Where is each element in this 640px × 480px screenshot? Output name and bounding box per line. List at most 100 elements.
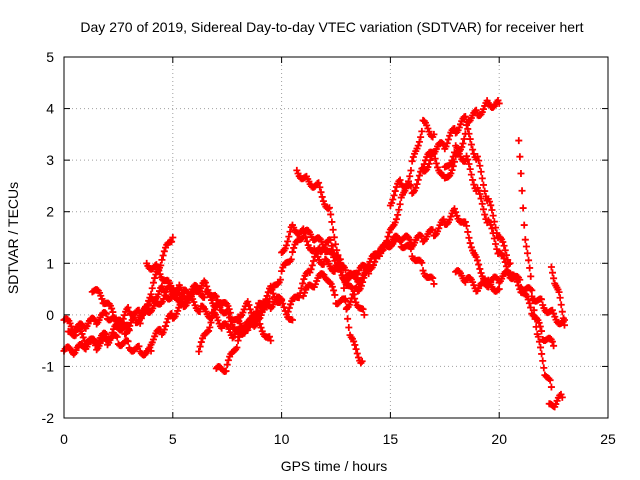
data-point: [560, 316, 568, 324]
data-point: [360, 274, 368, 282]
data-point: [489, 229, 497, 237]
data-point: [534, 333, 542, 341]
data-point: [244, 298, 252, 306]
data-point: [459, 139, 467, 147]
data-point: [478, 174, 486, 182]
data-point: [448, 166, 456, 174]
data-point: [146, 298, 154, 306]
data-point: [477, 269, 485, 277]
data-point: [450, 205, 458, 213]
data-point: [328, 218, 336, 226]
data-point: [208, 314, 216, 322]
data-point: [101, 309, 109, 317]
data-point: [300, 275, 308, 283]
data-point: [417, 133, 425, 141]
data-point: [332, 240, 340, 248]
data-point: [390, 191, 398, 199]
data-point: [276, 276, 284, 284]
data-point: [351, 341, 359, 349]
data-point: [557, 301, 565, 309]
data-point: [391, 187, 399, 195]
data-point: [266, 295, 274, 303]
data-point: [481, 187, 489, 195]
data-point: [136, 319, 144, 327]
data-point: [285, 233, 293, 241]
data-point: [467, 141, 475, 149]
data-point: [396, 200, 404, 208]
chart-title: Day 270 of 2019, Sidereal Day-to-day VTE…: [80, 19, 583, 35]
data-point: [488, 225, 496, 233]
data-point: [408, 157, 416, 165]
data-point: [467, 243, 475, 251]
data-point: [409, 153, 417, 161]
data-point: [297, 235, 305, 243]
data-point: [450, 148, 458, 156]
data-point: [430, 130, 438, 138]
data-point: [330, 286, 338, 294]
series-sat-d: [88, 283, 183, 338]
data-point: [347, 298, 355, 306]
data-point: [460, 135, 468, 143]
data-point: [548, 306, 556, 314]
x-tick-label: 10: [274, 431, 290, 447]
data-point: [430, 280, 438, 288]
data-point: [203, 328, 211, 336]
data-point: [209, 309, 217, 317]
data-point: [528, 286, 536, 294]
data-point: [464, 228, 472, 236]
data-point: [328, 242, 336, 250]
data-point: [515, 137, 523, 145]
data-point: [246, 305, 254, 313]
data-point: [348, 294, 356, 302]
data-point: [477, 168, 485, 176]
data-point: [124, 303, 132, 311]
data-point: [148, 284, 156, 292]
data-point: [465, 130, 473, 138]
data-point: [538, 350, 546, 358]
data-point: [226, 309, 234, 317]
data-point: [353, 349, 361, 357]
series-sat-m: [278, 221, 438, 288]
x-tick-label: 25: [600, 431, 616, 447]
data-point: [361, 270, 369, 278]
data-point: [279, 300, 287, 308]
data-point: [493, 245, 501, 253]
data-point: [394, 211, 402, 219]
data-point: [461, 278, 469, 286]
data-point: [326, 236, 334, 244]
y-tick-label: 2: [46, 204, 54, 220]
data-point: [432, 159, 440, 167]
data-point: [257, 324, 265, 332]
data-point: [328, 283, 336, 291]
data-point: [147, 347, 155, 355]
series-sat-e: [136, 234, 177, 327]
data-point: [154, 263, 162, 271]
data-point: [342, 297, 350, 305]
data-point: [315, 179, 323, 187]
data-point: [266, 333, 274, 341]
data-point: [331, 267, 339, 275]
data-point: [407, 166, 415, 174]
data-point: [287, 300, 295, 308]
x-tick-label: 15: [383, 431, 399, 447]
data-point: [187, 288, 195, 296]
y-axis-label: SDTVAR / TECUs: [5, 182, 21, 294]
data-point: [124, 337, 132, 345]
data-point: [552, 400, 560, 408]
data-point: [488, 206, 496, 214]
data-point: [421, 156, 429, 164]
data-point: [72, 331, 80, 339]
data-point: [106, 336, 114, 344]
data-point: [520, 221, 528, 229]
data-point: [440, 215, 448, 223]
y-tick-label: -1: [42, 358, 55, 374]
data-point: [337, 262, 345, 270]
data-point: [391, 219, 399, 227]
data-point: [196, 308, 204, 316]
data-point: [466, 165, 474, 173]
series-sat-s: [419, 96, 503, 172]
data-point: [465, 234, 473, 242]
data-point: [298, 234, 306, 242]
data-point: [443, 139, 451, 147]
